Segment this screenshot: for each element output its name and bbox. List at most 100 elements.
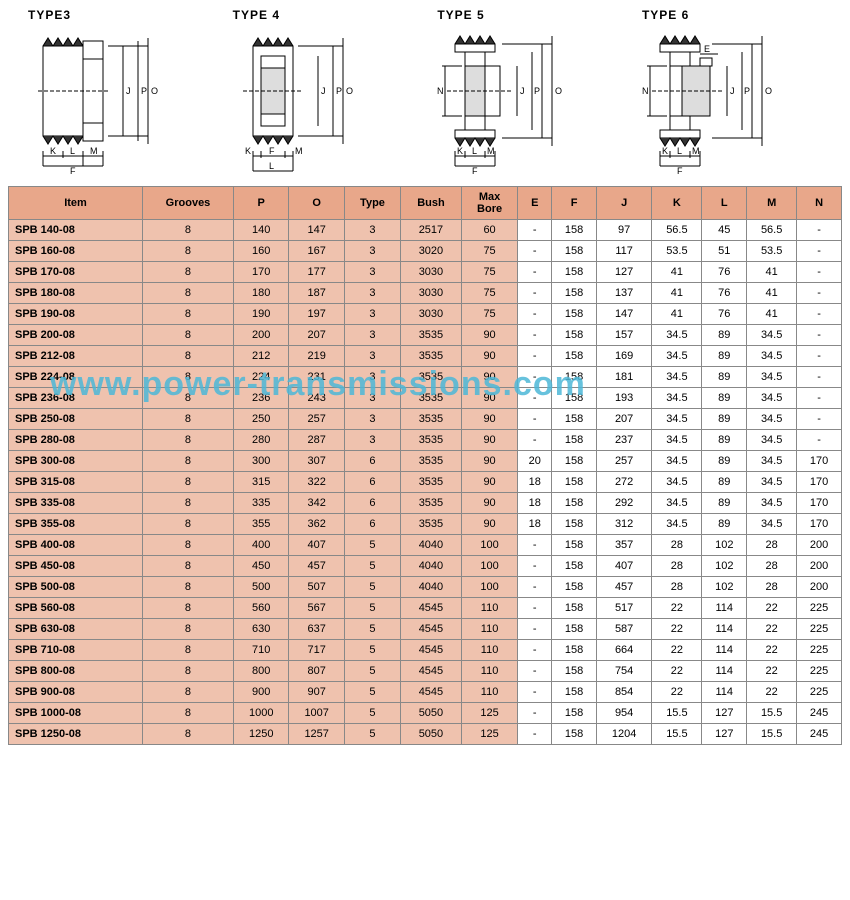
table-cell: 125 bbox=[461, 703, 517, 724]
table-cell: 3 bbox=[344, 409, 400, 430]
table-cell: 5 bbox=[344, 724, 400, 745]
table-cell: 1000 bbox=[233, 703, 288, 724]
table-cell: 8 bbox=[143, 367, 234, 388]
table-cell: 5050 bbox=[401, 724, 462, 745]
table-cell: 322 bbox=[289, 472, 344, 493]
table-cell: 177 bbox=[289, 262, 344, 283]
table-cell: 335 bbox=[233, 493, 288, 514]
table-cell: 407 bbox=[596, 556, 651, 577]
table-cell: 90 bbox=[461, 514, 517, 535]
table-cell: 231 bbox=[289, 367, 344, 388]
table-cell: 147 bbox=[596, 304, 651, 325]
table-cell: 158 bbox=[552, 388, 597, 409]
table-cell: 907 bbox=[289, 682, 344, 703]
table-cell: 56.5 bbox=[747, 220, 797, 241]
table-cell: 170 bbox=[797, 451, 842, 472]
table-cell: 90 bbox=[461, 493, 517, 514]
table-cell: 900 bbox=[233, 682, 288, 703]
table-row: SPB 190-0881901973303075-158147417641- bbox=[9, 304, 842, 325]
table-cell: 630 bbox=[233, 619, 288, 640]
table-cell: - bbox=[518, 241, 552, 262]
table-cell: - bbox=[518, 682, 552, 703]
table-cell: 587 bbox=[596, 619, 651, 640]
table-cell: 6 bbox=[344, 451, 400, 472]
table-cell: 8 bbox=[143, 682, 234, 703]
table-row: SPB 200-0882002073353590-15815734.58934.… bbox=[9, 325, 842, 346]
diagram-title: TYPE 4 bbox=[233, 8, 413, 22]
table-cell: 22 bbox=[747, 619, 797, 640]
table-row: SPB 1250-0881250125755050125-158120415.5… bbox=[9, 724, 842, 745]
table-cell: 224 bbox=[233, 367, 288, 388]
table-cell: 158 bbox=[552, 724, 597, 745]
svg-text:K: K bbox=[662, 146, 668, 156]
table-cell: 8 bbox=[143, 325, 234, 346]
table-cell: - bbox=[797, 325, 842, 346]
table-cell: 169 bbox=[596, 346, 651, 367]
svg-text:J: J bbox=[321, 86, 326, 96]
table-cell: 5 bbox=[344, 661, 400, 682]
table-cell: 28 bbox=[747, 535, 797, 556]
table-cell: 225 bbox=[797, 619, 842, 640]
table-cell: 34.5 bbox=[652, 346, 702, 367]
table-cell: SPB 236-08 bbox=[9, 388, 143, 409]
table-row: SPB 800-08880080754545110-15875422114222… bbox=[9, 661, 842, 682]
svg-text:N: N bbox=[437, 86, 444, 96]
table-cell: 90 bbox=[461, 367, 517, 388]
table-cell: 3535 bbox=[401, 409, 462, 430]
table-cell: 89 bbox=[702, 514, 747, 535]
diagram-type3: TYPE3 bbox=[28, 8, 208, 176]
table-cell: - bbox=[518, 409, 552, 430]
table-cell: 754 bbox=[596, 661, 651, 682]
table-cell: 710 bbox=[233, 640, 288, 661]
table-cell: 170 bbox=[797, 493, 842, 514]
table-cell: SPB 250-08 bbox=[9, 409, 143, 430]
table-row: SPB 170-0881701773303075-158127417641- bbox=[9, 262, 842, 283]
table-cell: 75 bbox=[461, 304, 517, 325]
table-cell: - bbox=[518, 535, 552, 556]
table-cell: 4545 bbox=[401, 682, 462, 703]
table-cell: 170 bbox=[233, 262, 288, 283]
table-cell: 4040 bbox=[401, 577, 462, 598]
table-cell: SPB 900-08 bbox=[9, 682, 143, 703]
table-cell: 158 bbox=[552, 409, 597, 430]
col-header: Type bbox=[344, 187, 400, 220]
diagram-type6: TYPE 6 bbox=[642, 8, 822, 176]
table-cell: 110 bbox=[461, 598, 517, 619]
table-cell: 34.5 bbox=[652, 409, 702, 430]
table-cell: 8 bbox=[143, 535, 234, 556]
table-cell: 954 bbox=[596, 703, 651, 724]
table-cell: - bbox=[518, 220, 552, 241]
table-cell: 28 bbox=[747, 577, 797, 598]
svg-text:N: N bbox=[642, 86, 649, 96]
table-cell: 170 bbox=[797, 472, 842, 493]
table-cell: 158 bbox=[552, 619, 597, 640]
table-cell: - bbox=[797, 346, 842, 367]
svg-text:E: E bbox=[704, 44, 710, 54]
table-cell: 507 bbox=[289, 577, 344, 598]
table-cell: 34.5 bbox=[652, 493, 702, 514]
table-cell: 34.5 bbox=[652, 472, 702, 493]
table-cell: 158 bbox=[552, 325, 597, 346]
table-cell: 2517 bbox=[401, 220, 462, 241]
table-cell: 3 bbox=[344, 283, 400, 304]
table-cell: 3535 bbox=[401, 451, 462, 472]
table-cell: - bbox=[518, 346, 552, 367]
table-cell: 90 bbox=[461, 409, 517, 430]
table-cell: 34.5 bbox=[747, 451, 797, 472]
table-cell: 5 bbox=[344, 640, 400, 661]
table-cell: 41 bbox=[652, 304, 702, 325]
table-cell: 34.5 bbox=[747, 409, 797, 430]
table-cell: 3030 bbox=[401, 283, 462, 304]
table-cell: 158 bbox=[552, 262, 597, 283]
table-cell: 22 bbox=[747, 661, 797, 682]
table-cell: - bbox=[797, 409, 842, 430]
table-cell: SPB 450-08 bbox=[9, 556, 143, 577]
table-cell: 407 bbox=[289, 535, 344, 556]
table-cell: 8 bbox=[143, 241, 234, 262]
diagram-title: TYPE 6 bbox=[642, 8, 822, 22]
table-cell: 450 bbox=[233, 556, 288, 577]
table-cell: 158 bbox=[552, 493, 597, 514]
table-cell: - bbox=[518, 262, 552, 283]
svg-text:F: F bbox=[677, 166, 683, 176]
col-header: Grooves bbox=[143, 187, 234, 220]
